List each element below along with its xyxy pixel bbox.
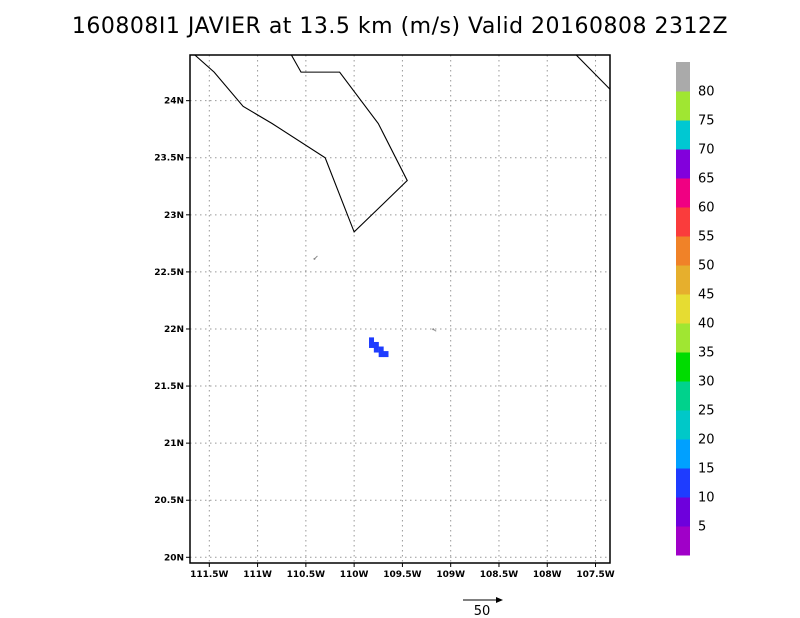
colorbar-label: 30 xyxy=(698,375,715,390)
y-tick-label: 20.5N xyxy=(154,496,184,506)
colorbar-swatch xyxy=(676,294,690,324)
colorbar-swatch xyxy=(676,497,690,527)
colorbar-label: 60 xyxy=(698,201,715,216)
wind-speed-cells xyxy=(369,337,389,358)
wind-vector-head xyxy=(432,328,435,331)
colorbar-label: 70 xyxy=(698,143,715,158)
wind-speed-cell xyxy=(383,351,389,358)
colorbar-swatch xyxy=(676,265,690,295)
coastline-layer xyxy=(194,55,610,233)
y-tick-label: 20N xyxy=(164,553,184,563)
x-tick-label: 110.5W xyxy=(287,570,325,580)
x-tick-label: 110W xyxy=(340,570,369,580)
colorbar-label: 10 xyxy=(698,491,715,506)
plot-frame xyxy=(189,54,611,564)
colorbar-swatch xyxy=(676,149,690,179)
colorbar-swatch xyxy=(676,526,690,556)
reference-vector-arrowhead xyxy=(496,597,503,603)
chart-title: 160808I1 JAVIER at 13.5 km (m/s) Valid 2… xyxy=(71,14,729,39)
colorbar-swatch xyxy=(676,62,690,92)
colorbar-label: 25 xyxy=(698,404,715,419)
wind-speed-cell xyxy=(373,341,379,348)
x-tick-label: 108W xyxy=(533,570,562,580)
y-tick-label: 21N xyxy=(164,439,184,449)
colorbar-label: 55 xyxy=(698,230,715,245)
colorbar-label: 50 xyxy=(698,259,715,274)
colorbar-label: 35 xyxy=(698,346,715,361)
wind-vectors xyxy=(313,255,437,332)
colorbar-swatch xyxy=(676,236,690,266)
colorbar-swatch xyxy=(676,323,690,353)
coastline xyxy=(194,55,408,233)
x-axis-ticks: 111.5W 111W 110.5W 110W 109.5W 109W 108.5W 108W… xyxy=(190,563,615,580)
x-tick-label: 107.5W xyxy=(576,570,614,580)
x-tick-label: 109W xyxy=(436,570,465,580)
y-tick-label: 23.5N xyxy=(154,154,184,164)
y-tick-label: 22N xyxy=(164,325,184,335)
wind-speed-cell xyxy=(369,341,375,348)
wind-speed-cell xyxy=(373,346,379,353)
wind-speed-cell xyxy=(378,351,384,358)
colorbar-label: 80 xyxy=(698,85,715,100)
colorbar-swatch xyxy=(676,439,690,469)
reference-vector: 50 xyxy=(463,597,503,618)
colorbar-label: 65 xyxy=(698,172,715,187)
colorbar-label: 20 xyxy=(698,433,715,448)
x-tick-label: 111.5W xyxy=(190,570,228,580)
colorbar-label: 45 xyxy=(698,288,715,303)
reference-vector-label: 50 xyxy=(474,604,491,618)
colorbar-label: 75 xyxy=(698,114,715,129)
y-tick-label: 24N xyxy=(164,97,184,107)
colorbar-swatch xyxy=(676,410,690,440)
colorbar-label: 40 xyxy=(698,317,715,332)
colorbar-label: 15 xyxy=(698,462,715,477)
y-tick-label: 23N xyxy=(164,211,184,221)
wind-vector-head xyxy=(313,257,316,260)
y-tick-label: 22.5N xyxy=(154,268,184,278)
colorbar-swatch xyxy=(676,468,690,498)
y-tick-label: 21.5N xyxy=(154,382,184,392)
y-axis-ticks: 20N 20.5N 21N 21.5N 22N 22.5N 23N 23.5N 24N xyxy=(154,97,190,563)
colorbar: 5 10 15 20 25 30 35 40 45 50 55 60 65 70 75 80 xyxy=(676,62,715,556)
colorbar-swatch xyxy=(676,91,690,121)
x-tick-label: 111W xyxy=(243,570,272,580)
colorbar-label: 5 xyxy=(698,520,706,535)
coastline xyxy=(575,55,610,90)
wind-speed-cell xyxy=(378,346,384,353)
colorbar-swatch xyxy=(676,207,690,237)
x-tick-label: 109.5W xyxy=(383,570,421,580)
grid-lines xyxy=(190,55,610,563)
colorbar-swatch xyxy=(676,178,690,208)
colorbar-swatch xyxy=(676,352,690,382)
colorbar-swatch xyxy=(676,381,690,411)
x-tick-label: 108.5W xyxy=(480,570,518,580)
wind-speed-cell xyxy=(369,337,375,344)
colorbar-swatch xyxy=(676,120,690,150)
